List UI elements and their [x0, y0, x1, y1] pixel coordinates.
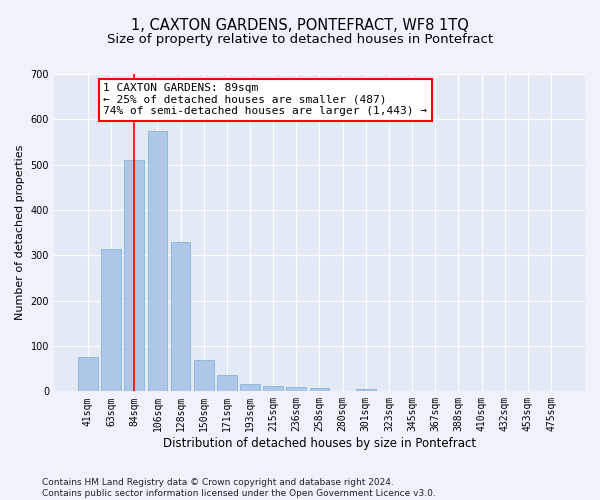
X-axis label: Distribution of detached houses by size in Pontefract: Distribution of detached houses by size …	[163, 437, 476, 450]
Bar	[124, 160, 144, 392]
Bar	[194, 360, 214, 392]
Bar	[240, 384, 260, 392]
Bar	[356, 388, 376, 392]
Bar	[170, 242, 190, 392]
Bar	[101, 248, 121, 392]
Bar	[78, 358, 98, 392]
Text: Contains HM Land Registry data © Crown copyright and database right 2024.
Contai: Contains HM Land Registry data © Crown c…	[42, 478, 436, 498]
Text: 1, CAXTON GARDENS, PONTEFRACT, WF8 1TQ: 1, CAXTON GARDENS, PONTEFRACT, WF8 1TQ	[131, 18, 469, 32]
Bar	[148, 130, 167, 392]
Bar	[263, 386, 283, 392]
Bar	[286, 387, 306, 392]
Bar	[310, 388, 329, 392]
Y-axis label: Number of detached properties: Number of detached properties	[15, 145, 25, 320]
Text: Size of property relative to detached houses in Pontefract: Size of property relative to detached ho…	[107, 32, 493, 46]
Text: 1 CAXTON GARDENS: 89sqm
← 25% of detached houses are smaller (487)
74% of semi-d: 1 CAXTON GARDENS: 89sqm ← 25% of detache…	[103, 83, 427, 116]
Bar	[217, 374, 236, 392]
